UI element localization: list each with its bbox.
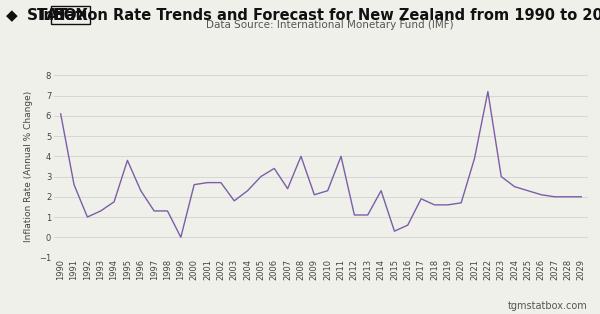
Text: Inflation Rate Trends and Forecast for New Zealand from 1990 to 2029: Inflation Rate Trends and Forecast for N… — [37, 8, 600, 23]
Text: BOX: BOX — [53, 8, 89, 23]
Text: ◆: ◆ — [6, 8, 18, 23]
Y-axis label: Inflation Rate (Annual % Change): Inflation Rate (Annual % Change) — [25, 91, 34, 242]
Text: tgmstatbox.com: tgmstatbox.com — [508, 301, 588, 311]
Text: Data Source: International Monetary Fund (IMF): Data Source: International Monetary Fund… — [206, 20, 454, 30]
Text: STAT: STAT — [27, 8, 68, 23]
